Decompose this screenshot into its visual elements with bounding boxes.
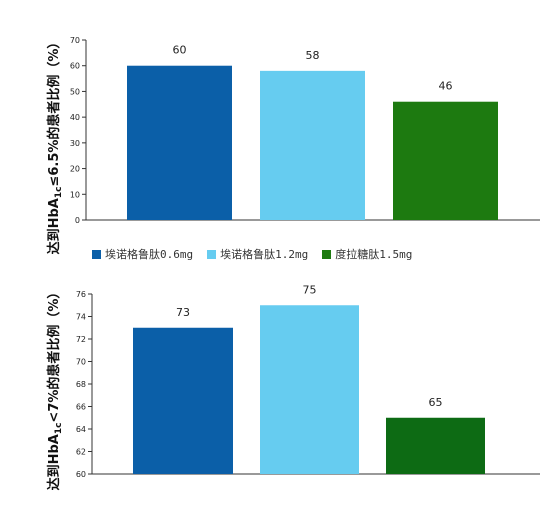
y-tick-label: 40	[70, 113, 80, 122]
y-tick-label: 62	[76, 448, 86, 457]
y-tick-label: 60	[76, 470, 86, 479]
bar-value-label: 58	[306, 49, 320, 62]
y-tick-label: 50	[70, 87, 80, 96]
y-tick-label: 60	[70, 62, 80, 71]
legend-label-1: 埃诺格鲁肽0.6mg	[105, 248, 194, 261]
y-tick-label: 10	[70, 190, 80, 199]
y-tick-label: 30	[70, 139, 80, 148]
bar-value-label: 60	[173, 44, 187, 57]
bar-value-label: 46	[439, 80, 453, 93]
bar-1-1	[127, 65, 232, 220]
legend-label-3: 度拉糖肽1.5mg	[335, 248, 413, 261]
svg-text:达到HbA1c<7%的患者比例（%）: 达到HbA1c<7%的患者比例（%）	[46, 286, 64, 491]
legend-item-3: 度拉糖肽1.5mg	[322, 246, 412, 262]
svg-text:达到HbA1c≤6.5%的患者比例（%）: 达到HbA1c≤6.5%的患者比例（%）	[46, 36, 64, 255]
y-tick-label: 66	[76, 403, 86, 412]
bar-1-2	[260, 70, 365, 220]
y-tick-label: 64	[76, 425, 86, 434]
bar-value-label: 65	[429, 396, 443, 409]
y-tick-label: 70	[76, 358, 86, 367]
bar-value-label: 73	[176, 306, 190, 319]
y-axis-title-2: 达到HbA1c<7%的患者比例（%）	[46, 286, 64, 491]
legend-swatch-1	[92, 249, 101, 259]
y-tick-label: 70	[70, 36, 80, 45]
y-tick-label: 20	[70, 165, 80, 174]
chart-legend: 埃诺格鲁肽0.6mg 埃诺格鲁肽1.2mg 度拉糖肽1.5mg	[92, 246, 412, 262]
y-tick-label: 76	[76, 290, 86, 299]
y-tick-label: 68	[76, 380, 86, 389]
legend-swatch-3	[322, 249, 332, 259]
bar-value-label: 75	[303, 283, 317, 296]
legend-item-1: 埃诺格鲁肽0.6mg	[92, 246, 193, 262]
bar-2-2	[260, 305, 359, 474]
bar-2-1	[133, 327, 233, 474]
y-tick-label: 0	[75, 216, 80, 225]
legend-label-2: 埃诺格鲁肽1.2mg	[220, 248, 309, 261]
y-tick-label: 72	[76, 335, 86, 344]
legend-item-2: 埃诺格鲁肽1.2mg	[207, 246, 308, 262]
legend-swatch-2	[207, 249, 217, 259]
y-tick-label: 74	[76, 313, 86, 322]
y-axis-title-1: 达到HbA1c≤6.5%的患者比例（%）	[46, 36, 64, 255]
bar-1-3	[393, 101, 498, 220]
bar-2-3	[386, 417, 485, 474]
